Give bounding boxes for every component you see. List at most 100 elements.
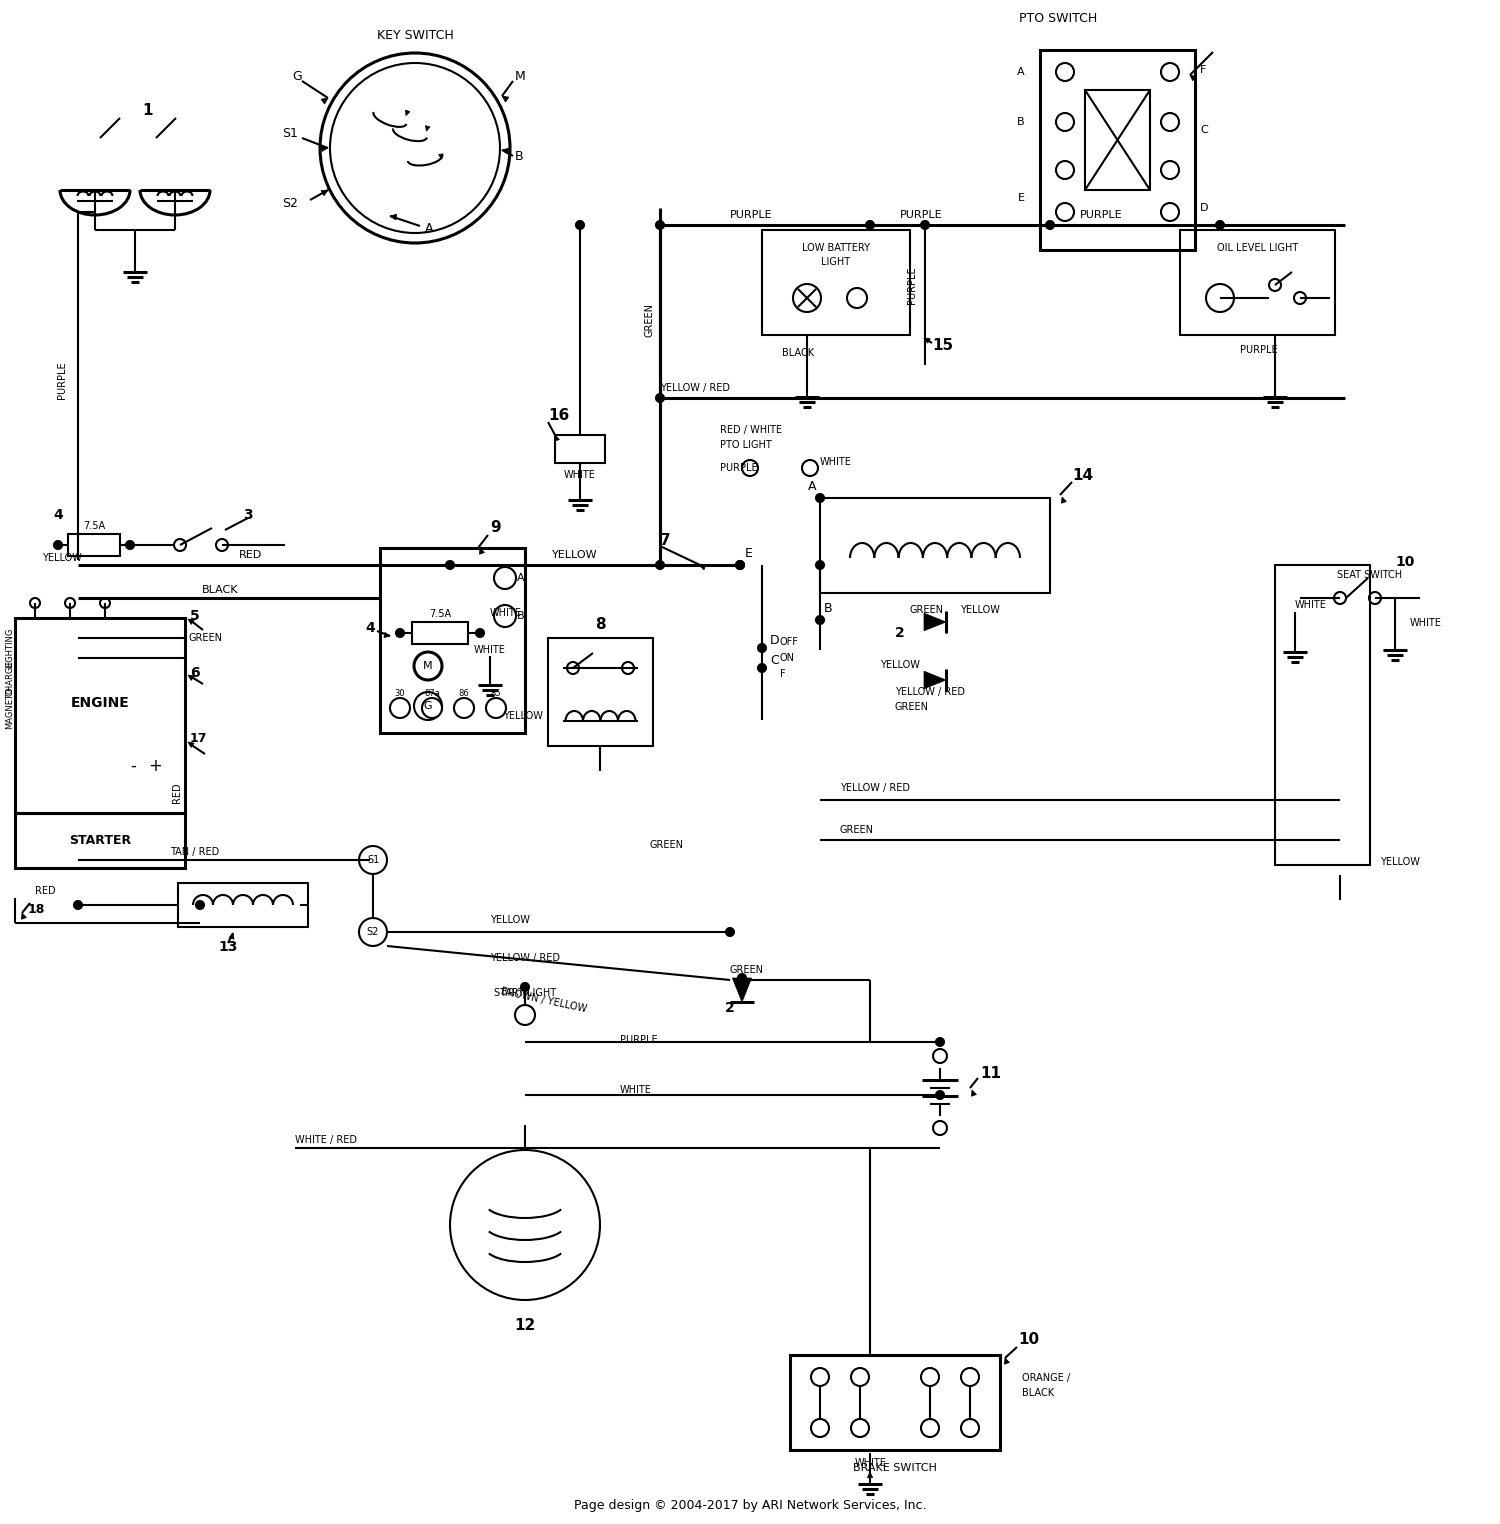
- Text: 2: 2: [896, 626, 904, 640]
- Text: RED / WHITE: RED / WHITE: [720, 425, 782, 434]
- Text: PTO LIGHT: PTO LIGHT: [720, 440, 771, 450]
- Text: BLACK: BLACK: [782, 347, 814, 358]
- Text: LOW BATTERY: LOW BATTERY: [802, 242, 870, 253]
- Text: LIGHTING: LIGHTING: [6, 628, 15, 668]
- Text: 4: 4: [53, 507, 63, 523]
- Circle shape: [514, 1004, 535, 1026]
- Polygon shape: [321, 98, 328, 104]
- Text: PURPLE: PURPLE: [1240, 344, 1278, 355]
- Text: PURPLE: PURPLE: [1080, 210, 1122, 219]
- Polygon shape: [188, 675, 194, 680]
- Text: S2: S2: [282, 197, 298, 209]
- Text: S2: S2: [368, 927, 380, 937]
- Text: PURPLE: PURPLE: [620, 1035, 657, 1045]
- Polygon shape: [230, 933, 234, 939]
- Text: GREEN: GREEN: [896, 703, 928, 712]
- Text: YELLOW / RED: YELLOW / RED: [840, 783, 910, 792]
- Text: MAGNETO: MAGNETO: [6, 687, 15, 730]
- Text: F: F: [780, 669, 786, 680]
- Circle shape: [476, 629, 484, 637]
- Text: BRAKE SWITCH: BRAKE SWITCH: [853, 1463, 938, 1474]
- Circle shape: [1056, 203, 1074, 221]
- Text: A: A: [518, 573, 525, 584]
- Circle shape: [330, 62, 500, 233]
- Polygon shape: [503, 96, 509, 102]
- Text: WHITE / RED: WHITE / RED: [296, 1135, 357, 1145]
- Circle shape: [174, 539, 186, 552]
- Circle shape: [446, 561, 454, 568]
- Circle shape: [758, 664, 766, 672]
- Text: GREEN: GREEN: [840, 824, 874, 835]
- Circle shape: [933, 1049, 946, 1064]
- Text: GREEN: GREEN: [188, 632, 222, 643]
- Circle shape: [933, 1122, 946, 1135]
- Circle shape: [656, 561, 664, 568]
- Circle shape: [494, 567, 516, 588]
- Text: 8: 8: [596, 617, 606, 631]
- Text: GREEN: GREEN: [910, 605, 944, 616]
- Text: A: A: [424, 221, 433, 235]
- Text: LIGHT: LIGHT: [822, 258, 850, 267]
- Polygon shape: [321, 146, 328, 151]
- Bar: [15, 619, 184, 812]
- Circle shape: [520, 983, 530, 991]
- Text: GREEN: GREEN: [730, 965, 764, 975]
- Text: G: G: [423, 701, 432, 712]
- Text: 1: 1: [142, 102, 153, 117]
- Circle shape: [921, 221, 928, 229]
- Text: RED: RED: [238, 550, 261, 559]
- Text: E: E: [746, 547, 753, 559]
- Text: 5: 5: [190, 610, 200, 623]
- Circle shape: [1334, 591, 1346, 604]
- Bar: [548, 639, 652, 747]
- Circle shape: [656, 395, 664, 402]
- Text: 18: 18: [28, 902, 45, 916]
- Bar: [1180, 230, 1335, 335]
- Text: BROWN / YELLOW: BROWN / YELLOW: [500, 986, 588, 1013]
- Text: WHITE: WHITE: [1410, 619, 1442, 628]
- Text: KEY SWITCH: KEY SWITCH: [376, 29, 453, 41]
- Circle shape: [414, 652, 442, 680]
- Circle shape: [414, 692, 442, 719]
- Text: WHITE: WHITE: [490, 608, 522, 619]
- Polygon shape: [732, 978, 752, 1001]
- Text: YELLOW: YELLOW: [490, 914, 530, 925]
- Text: WHITE: WHITE: [620, 1085, 652, 1096]
- Text: 3: 3: [243, 507, 254, 523]
- Text: BLACK: BLACK: [202, 585, 238, 594]
- Bar: [178, 882, 308, 927]
- Circle shape: [812, 1369, 830, 1385]
- Text: GREEN: GREEN: [650, 840, 684, 850]
- Bar: [1040, 50, 1196, 250]
- Circle shape: [812, 1419, 830, 1437]
- Text: 7.5A: 7.5A: [82, 521, 105, 530]
- Text: A: A: [1017, 67, 1025, 78]
- Polygon shape: [924, 338, 930, 343]
- Circle shape: [396, 629, 404, 637]
- Bar: [68, 533, 120, 556]
- Text: E: E: [1019, 194, 1025, 203]
- Circle shape: [1206, 283, 1234, 312]
- Text: RED: RED: [34, 885, 56, 896]
- Text: 30: 30: [394, 689, 405, 698]
- Circle shape: [422, 698, 442, 718]
- Circle shape: [726, 928, 734, 936]
- Text: WHITE: WHITE: [855, 1458, 886, 1468]
- Text: G: G: [292, 70, 302, 82]
- Text: F: F: [1200, 66, 1206, 75]
- Circle shape: [1056, 113, 1074, 131]
- Polygon shape: [426, 125, 430, 131]
- Circle shape: [847, 288, 867, 308]
- Text: RED: RED: [172, 783, 182, 803]
- Circle shape: [486, 698, 506, 718]
- Circle shape: [794, 283, 820, 312]
- Text: YELLOW: YELLOW: [1380, 856, 1420, 867]
- Circle shape: [358, 846, 387, 873]
- Bar: [380, 549, 525, 733]
- Circle shape: [1161, 62, 1179, 81]
- Text: WHITE: WHITE: [1294, 600, 1328, 610]
- Text: PURPLE: PURPLE: [900, 210, 942, 219]
- Text: 4: 4: [366, 620, 375, 636]
- Text: WHITE: WHITE: [474, 645, 506, 655]
- Polygon shape: [480, 549, 484, 555]
